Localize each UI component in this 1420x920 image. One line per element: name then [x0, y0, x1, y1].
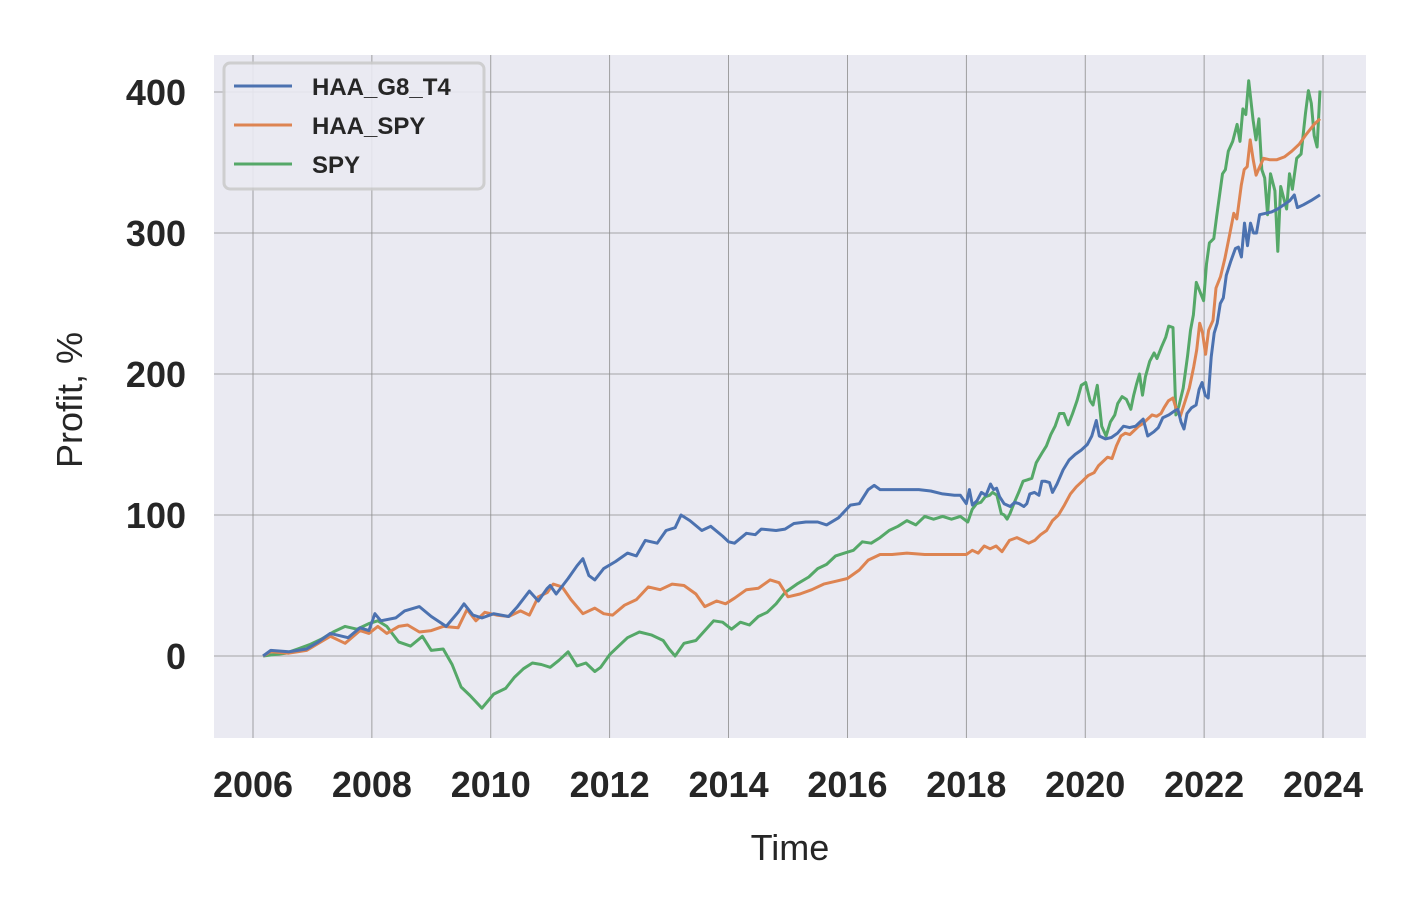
y-tick-label: 0	[166, 636, 186, 677]
y-tick-label: 100	[126, 495, 186, 536]
y-tick-label: 400	[126, 72, 186, 113]
y-axis-title: Profit, %	[49, 332, 90, 468]
x-tick-label: 2006	[213, 764, 293, 805]
x-tick-label: 2016	[807, 764, 887, 805]
x-tick-label: 2020	[1045, 764, 1125, 805]
legend-items: HAA_G8_T4 HAA_SPY SPY	[234, 74, 451, 179]
x-tick-label: 2012	[570, 764, 650, 805]
legend-label: HAA_G8_T4	[312, 74, 451, 101]
x-tick-label: 2022	[1164, 764, 1244, 805]
x-tick-label: 2024	[1283, 764, 1363, 805]
legend-frame	[222, 61, 486, 191]
grid-lines	[214, 55, 1366, 738]
tick-labels: 2006 2008 2010 2012 2014 2016 2018 2020 2022 2024…	[126, 72, 1363, 805]
series-line-haa-g8-t4	[262, 193, 1321, 658]
x-tick-label: 2014	[689, 764, 769, 805]
series-line-haa-spy	[262, 117, 1322, 658]
y-tick-label: 300	[126, 213, 186, 254]
legend: HAA_G8_T4 HAA_SPY SPY	[222, 61, 486, 191]
series-line-spy	[262, 79, 1322, 710]
legend-label: SPY	[312, 152, 360, 179]
x-tick-label: 2010	[451, 764, 531, 805]
x-axis-title: Time	[751, 827, 830, 868]
x-tick-label: 2008	[332, 764, 412, 805]
series-lines	[262, 79, 1322, 710]
y-tick-label: 200	[126, 354, 186, 395]
legend-label: HAA_SPY	[312, 113, 425, 140]
x-tick-label: 2018	[926, 764, 1006, 805]
